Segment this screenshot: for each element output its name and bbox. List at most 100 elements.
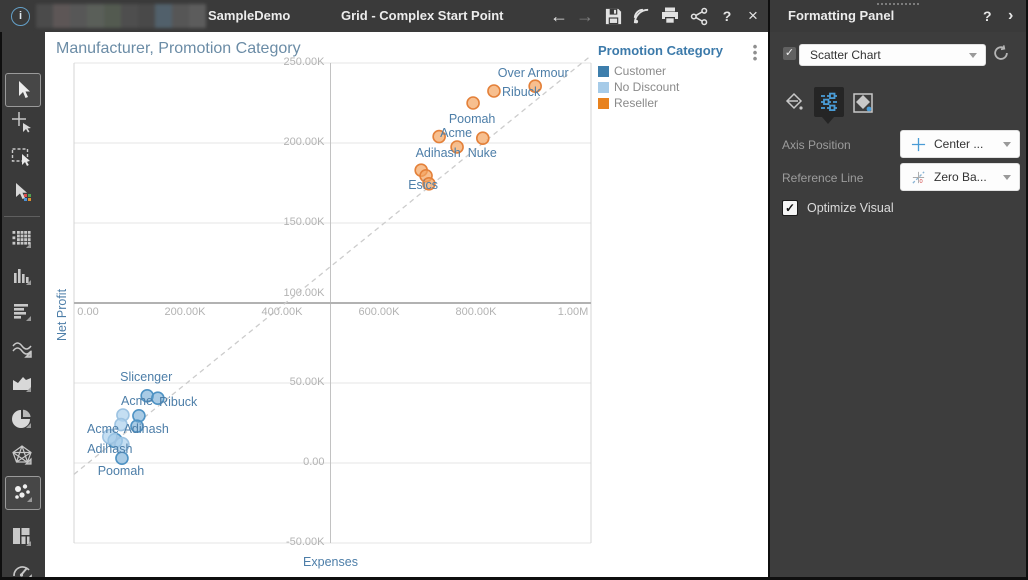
scatter-point-reseller[interactable]	[422, 177, 436, 191]
x-tick-label: 400.00K	[261, 306, 303, 318]
svg-text:0: 0	[919, 179, 922, 185]
y-tick-label: 250.00K	[283, 56, 325, 68]
help-icon[interactable]: ?	[722, 8, 732, 24]
axis-position-value: Center ...	[934, 137, 984, 151]
point-label: Adihash	[123, 422, 169, 437]
optimize-visual-checkbox[interactable]: ✓	[782, 200, 798, 216]
share-icon[interactable]	[688, 5, 710, 27]
x-tick-label: 0.00	[77, 306, 99, 318]
options-tab[interactable]	[814, 87, 844, 117]
save-icon[interactable]	[602, 5, 624, 27]
chevron-down-icon	[1003, 174, 1011, 180]
axis-position-label: Axis Position	[782, 138, 851, 152]
point-label: Nuke	[467, 145, 497, 160]
panel-collapse-icon[interactable]: ›	[1008, 7, 1014, 24]
scatter-point-reseller[interactable]	[487, 84, 501, 98]
point-label: Poomah	[448, 112, 496, 126]
scatter-point-no-discount[interactable]	[114, 436, 130, 453]
chart-type-enabled-checkbox[interactable]: ✓	[783, 47, 796, 60]
scatter-point-reseller[interactable]	[528, 79, 542, 93]
pie-chart-tool[interactable]	[5, 403, 39, 435]
scatter-point-reseller[interactable]	[475, 131, 490, 145]
scatter-point-reseller[interactable]	[450, 140, 464, 154]
legend-item-customer[interactable]: Customer	[598, 64, 666, 78]
point-label: Over Armour	[497, 65, 569, 80]
bar-chart-tool[interactable]	[5, 260, 39, 292]
options-tab-notch	[822, 117, 834, 124]
zero-baseline-icon: 0	[911, 170, 926, 185]
x-tick-label: 200.00K	[164, 306, 206, 318]
scatter-point-reseller[interactable]	[466, 96, 480, 110]
scatter-chart-tool[interactable]	[5, 476, 41, 510]
treemap-tool[interactable]	[5, 521, 39, 553]
legend-item-no-discount[interactable]: No Discount	[598, 80, 679, 94]
x-tick-label: 1.00M	[557, 306, 589, 318]
axis-position-dropdown[interactable]: Center ...	[900, 130, 1020, 158]
legend-menu-icon[interactable]: • • •	[752, 39, 758, 66]
point-label: Adihash	[87, 441, 133, 456]
x-axis-title: Expenses	[303, 555, 358, 569]
point-label: Esics	[408, 177, 439, 192]
formatting-panel-header: Formatting Panel ? ›	[770, 0, 1028, 32]
point-label: Acme	[121, 393, 153, 408]
y-tick-label: -50.00K	[285, 536, 325, 548]
chevron-down-icon	[969, 52, 977, 58]
back-icon[interactable]: ←	[550, 5, 568, 26]
legend-swatch	[598, 97, 609, 109]
chart-area	[45, 32, 768, 578]
y-tick-label: 200.00K	[283, 136, 325, 148]
chart-type-dropdown[interactable]: Scatter Chart	[799, 44, 986, 66]
y-tick-label: 150.00K	[283, 216, 325, 228]
legend-item-reseller[interactable]: Reseller	[598, 96, 658, 110]
scatter-point-no-discount[interactable]	[114, 417, 128, 432]
print-icon[interactable]	[659, 5, 681, 27]
point-label: Ribuck	[501, 84, 541, 99]
chart-title: Manufacturer, Promotion Category	[56, 40, 301, 57]
x-tick-label: 600.00K	[358, 306, 400, 318]
scatter-point-reseller[interactable]	[432, 129, 446, 144]
point-label: Slicenger	[120, 369, 173, 384]
area-chart-tool[interactable]	[5, 367, 39, 399]
reset-icon[interactable]	[992, 44, 1010, 67]
scatter-point-customer[interactable]	[130, 419, 144, 434]
chevron-down-icon	[1003, 141, 1011, 147]
panel-divider[interactable]	[768, 0, 770, 580]
y-tick-label: 0.00	[303, 456, 325, 468]
coloring-tab[interactable]	[848, 88, 878, 118]
row-chart-tool[interactable]	[5, 296, 39, 328]
forward-icon[interactable]: →	[576, 5, 594, 26]
info-icon[interactable]: i	[11, 7, 30, 26]
zero-baseline-reference-line	[73, 55, 592, 475]
point-label: Ribuck	[159, 395, 198, 410]
close-icon[interactable]: ×	[748, 6, 758, 25]
center-axis-icon	[911, 137, 926, 152]
formatting-panel: ✓ Scatter Chart Axis Position Center ...	[770, 32, 1028, 578]
multi-select-tool[interactable]	[5, 176, 39, 208]
formatting-panel-title: Formatting Panel	[788, 8, 895, 23]
x-tick-label: 800.00K	[455, 306, 497, 318]
window-edge-right	[1026, 0, 1028, 580]
panel-help-icon[interactable]: ?	[983, 8, 992, 24]
reference-line-dropdown[interactable]: 0 Zero Ba...	[900, 163, 1020, 191]
line-chart-tool[interactable]	[5, 332, 39, 364]
marquee-select-tool[interactable]	[5, 140, 39, 172]
app-label: SampleDemo	[208, 8, 291, 23]
scatter-point-customer[interactable]	[151, 391, 165, 406]
scatter-point-no-discount[interactable]	[102, 428, 118, 445]
reference-line-label: Reference Line	[782, 171, 864, 185]
legend-label: Customer	[614, 64, 667, 78]
point-label: Adihash	[415, 145, 461, 160]
rss-icon[interactable]	[630, 5, 652, 27]
pointer-tool[interactable]	[5, 73, 41, 107]
legend-swatch	[598, 81, 609, 93]
panel-grip[interactable]	[877, 3, 919, 5]
grid-tool[interactable]	[5, 223, 39, 255]
y-axis-title: Net Profit	[55, 288, 69, 342]
document-title: Grid - Complex Start Point	[341, 8, 504, 23]
y-tick-label: 100.00K	[283, 287, 325, 299]
toolbar-divider	[4, 216, 40, 217]
radar-chart-tool[interactable]	[5, 439, 39, 471]
style-tab[interactable]	[780, 88, 810, 118]
add-pointer-tool[interactable]	[5, 106, 39, 138]
